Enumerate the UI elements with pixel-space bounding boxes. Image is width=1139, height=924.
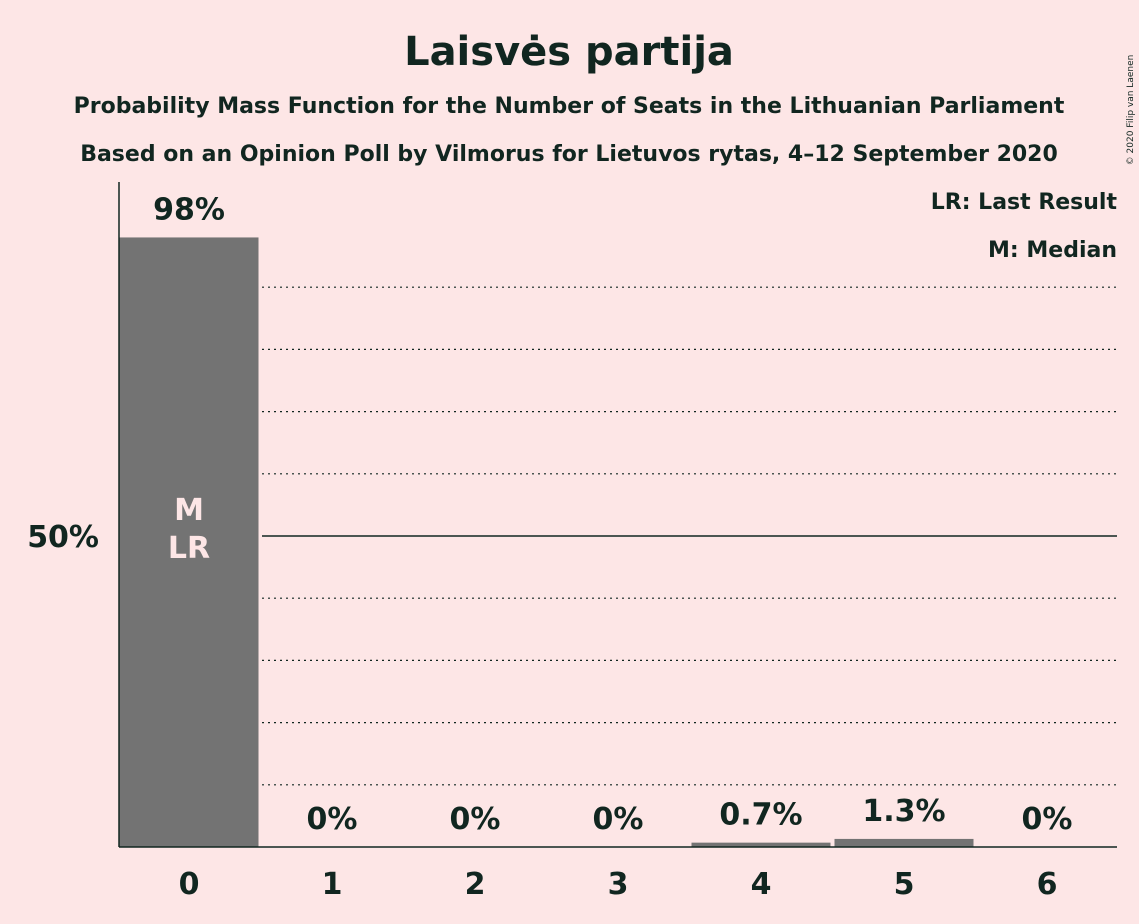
x-tick-4: 4	[751, 867, 772, 902]
bar-label-1: 0%	[307, 802, 358, 837]
bar-4	[691, 842, 831, 847]
x-tick-1: 1	[322, 867, 343, 902]
bar-0	[119, 237, 259, 847]
median-marker: M	[174, 493, 204, 528]
x-tick-5: 5	[894, 867, 915, 902]
bar-label-5: 1.3%	[862, 794, 945, 829]
chart-subtitle-line2: Based on an Opinion Poll by Vilmorus for…	[80, 142, 1058, 167]
x-tick-6: 6	[1037, 867, 1058, 902]
bar-5	[834, 838, 974, 847]
x-tick-3: 3	[608, 867, 629, 902]
y-tick-50: 50%	[27, 520, 99, 555]
bar-label-4: 0.7%	[719, 798, 802, 833]
bar-label-0: 98%	[153, 192, 225, 227]
x-tick-2: 2	[465, 867, 486, 902]
legend-last-result: LR: Last Result	[931, 190, 1118, 215]
bar-label-2: 0%	[450, 802, 501, 837]
chart-subtitle-line1: Probability Mass Function for the Number…	[74, 94, 1065, 119]
last-result-marker: LR	[168, 531, 210, 566]
x-tick-0: 0	[179, 867, 200, 902]
bar-label-3: 0%	[593, 802, 644, 837]
bar-label-6: 0%	[1022, 802, 1073, 837]
copyright-text: © 2020 Filip van Laenen	[1126, 55, 1136, 166]
chart-title: Laisvės partija	[404, 29, 734, 75]
legend-median: M: Median	[988, 238, 1117, 263]
